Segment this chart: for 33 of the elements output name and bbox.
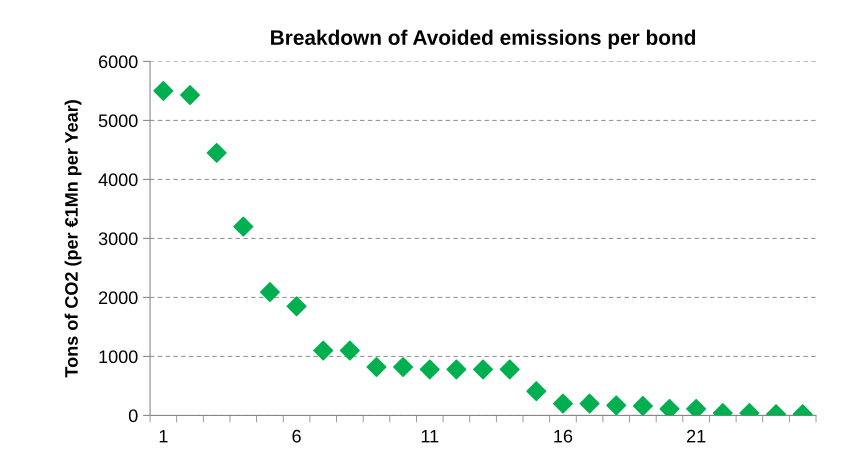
- y-tick-label: 5000: [98, 114, 138, 128]
- point: [420, 359, 440, 380]
- y-tick-label: 6000: [99, 55, 138, 68]
- point: [340, 340, 360, 361]
- point: [606, 395, 626, 416]
- y-tick-label: 3000: [98, 232, 138, 246]
- point: [260, 282, 280, 302]
- y-tick-label: 0: [128, 409, 138, 422]
- point: [526, 381, 546, 402]
- x-tick-label: 16: [554, 430, 572, 443]
- x-tick-label: 6: [292, 430, 301, 443]
- point: [500, 359, 520, 380]
- chart-title: Breakdown of Avoided emissions per bond: [271, 30, 696, 50]
- point: [446, 359, 466, 380]
- point: [286, 296, 307, 316]
- point: [580, 394, 600, 414]
- y-axis-title: Tons of CO2 (per €1Mn per Year): [64, 100, 82, 378]
- x-tick-label: 11: [422, 430, 438, 442]
- y-tick-label: 1000: [99, 350, 138, 364]
- point: [393, 357, 414, 378]
- point: [552, 394, 573, 414]
- x-tick-label: 1: [160, 430, 168, 442]
- point: [366, 357, 386, 378]
- point: [632, 396, 653, 416]
- point: [233, 216, 254, 237]
- x-tick-label: 21: [687, 430, 706, 442]
- point: [180, 85, 200, 106]
- y-tick-label: 4000: [98, 173, 138, 186]
- y-tick-label: 2000: [98, 291, 138, 304]
- point: [473, 359, 494, 380]
- point: [313, 340, 334, 361]
- point: [153, 80, 174, 101]
- point: [206, 142, 227, 163]
